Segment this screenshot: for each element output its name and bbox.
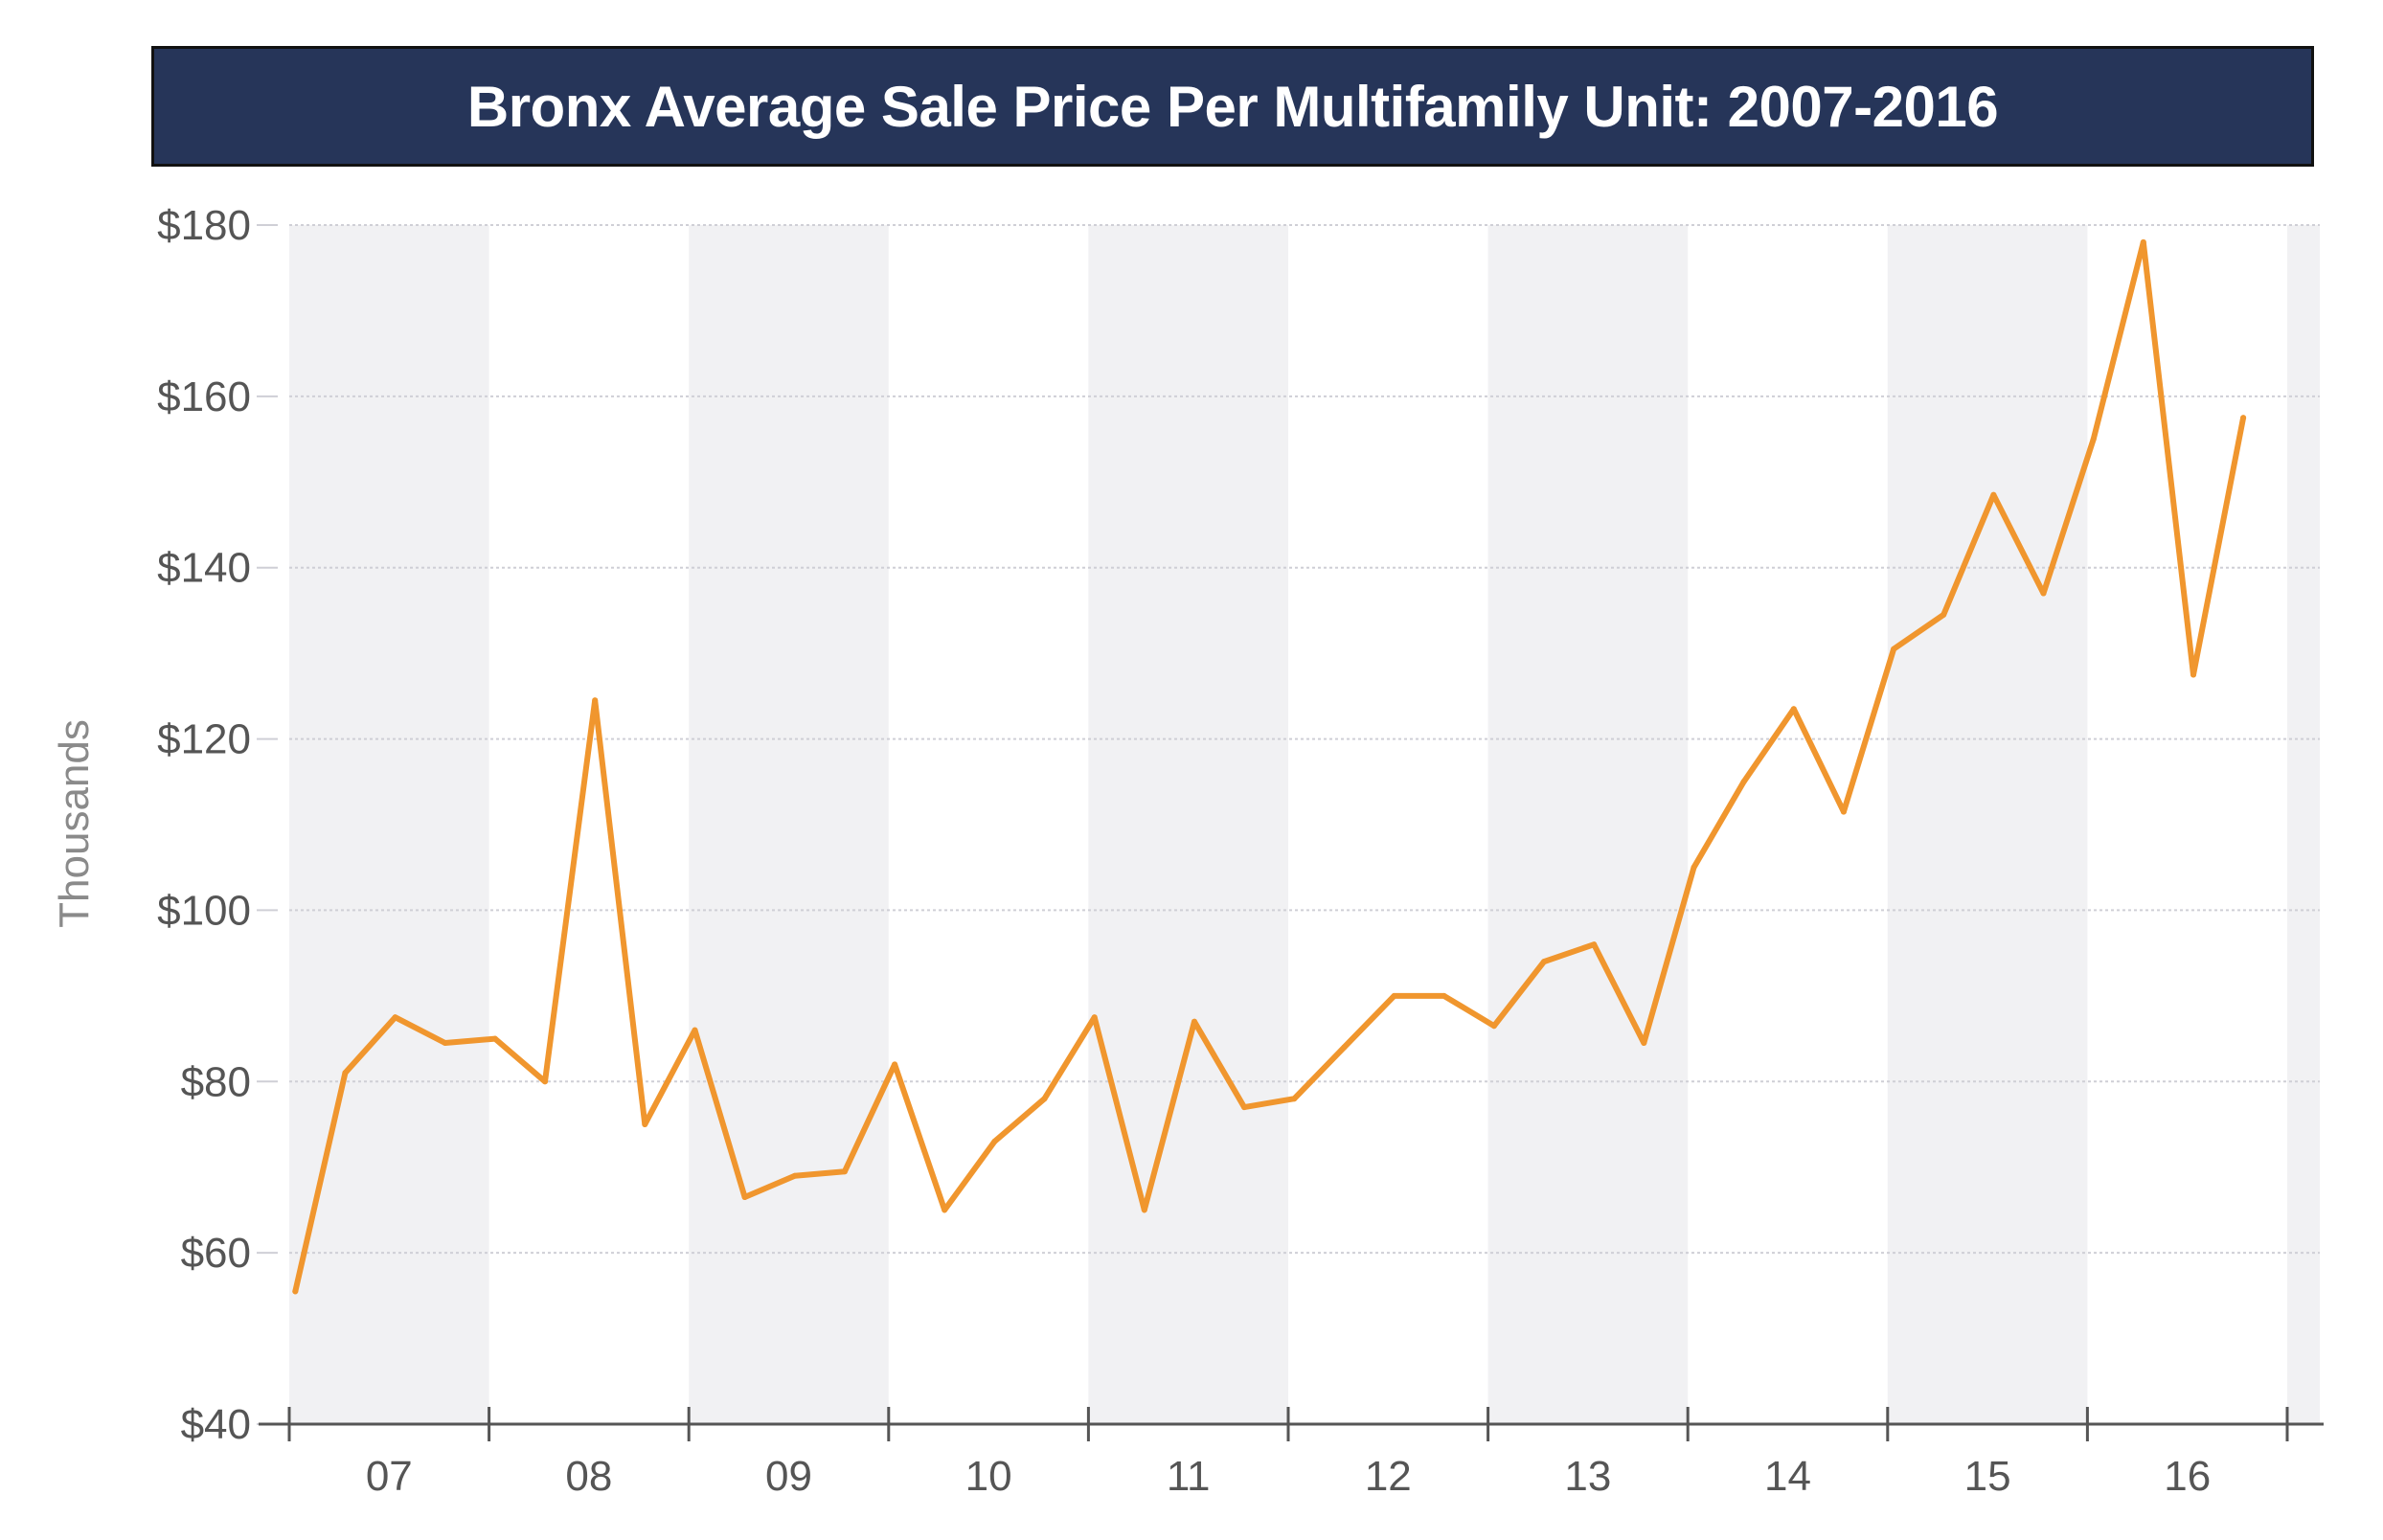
series-line [292,238,2247,1295]
x-axis [259,1407,2324,1441]
year-band [1887,225,2088,1424]
data-point [841,1168,848,1175]
data-point [2240,415,2247,421]
data-point [1790,706,1797,713]
x-tick-label: 14 [1764,1453,1811,1500]
data-point [1192,1018,1197,1025]
x-tick-label: 07 [366,1453,413,1500]
data-point [1091,1014,1098,1021]
data-point [1041,1096,1048,1102]
y-tick-label: $60 [181,1230,251,1277]
x-tick-label: 09 [765,1453,812,1500]
data-point [741,1194,748,1200]
series-group [292,238,2247,1295]
x-tick-label: 10 [965,1453,1012,1500]
data-point [491,1035,498,1042]
data-point [942,1207,948,1213]
data-point [692,1027,698,1033]
y-tick-label: $100 [157,887,251,934]
y-tick-label: $80 [181,1058,251,1105]
data-point [1391,992,1397,999]
y-tick-label: $40 [181,1401,251,1448]
data-point [1891,645,1897,652]
x-axis-tick-labels: 07 08 09 10 11 12 13 14 15 16 [366,1453,2211,1500]
data-point [1840,808,1847,815]
y-tick-label: $140 [157,545,251,592]
data-point [442,1040,448,1046]
data-point [1990,491,1997,498]
y-tick-label: $180 [157,202,251,249]
gridlines [257,224,2320,1425]
x-tick-label: 15 [1964,1453,2011,1500]
year-band [689,225,889,1424]
data-point [991,1138,998,1144]
data-point [592,697,599,704]
data-point [2040,590,2047,597]
y-tick-label: $160 [157,374,251,420]
data-point [1341,1044,1348,1051]
chart-title-bar: Bronx Average Sale Price Per Multifamily… [151,46,2314,167]
data-point [1441,992,1447,999]
x-tick-label: 11 [1167,1453,1211,1500]
y-tick-label: $120 [157,716,251,763]
x-tick-label: 13 [1564,1453,1611,1500]
data-point [392,1014,398,1021]
data-point [292,1288,299,1295]
data-point [1141,1207,1147,1213]
data-point [1940,611,1947,618]
year-bands [289,225,2320,1424]
x-tick-label: 08 [565,1453,612,1500]
data-point [892,1061,898,1068]
data-point [2090,436,2097,442]
data-point [1740,779,1747,785]
data-point [2140,238,2146,245]
data-point [1691,864,1697,871]
year-band [1088,225,1288,1424]
data-point [342,1070,349,1076]
chart-title: Bronx Average Sale Price Per Multifamily… [466,74,1999,139]
data-point [1641,1040,1647,1046]
y-axis-tick-labels: $40 $60 $80 $100 $120 $140 $160 $180 [157,202,251,1448]
data-point [542,1078,548,1085]
year-band [1487,225,1689,1424]
data-point [1490,1023,1497,1030]
data-point [1291,1096,1298,1102]
y-axis-title: Thousands [51,719,98,928]
x-tick-label: 12 [1365,1453,1412,1500]
data-point [1591,941,1598,948]
data-point [2190,671,2196,678]
year-band [2287,225,2320,1424]
data-point [791,1172,798,1179]
x-tick-label: 16 [2164,1453,2211,1500]
data-point [642,1121,648,1127]
data-point [1541,959,1547,965]
data-point [1241,1104,1248,1111]
year-band [289,225,489,1424]
